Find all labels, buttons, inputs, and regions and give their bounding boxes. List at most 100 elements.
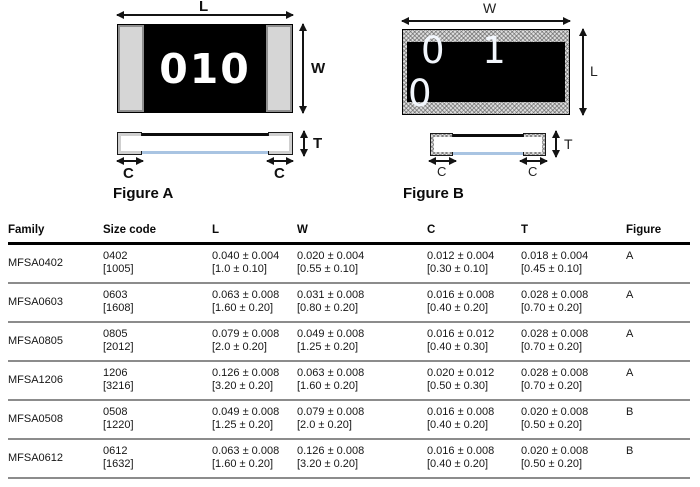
table-row: MFSA0805 0805 [2012] 0.079 ± 0.008 [2.0 ± … — [8, 322, 690, 362]
value-inch: 0.028 ± 0.008 — [521, 328, 589, 340]
chip-marking-a: 010 — [159, 44, 251, 93]
value-inch: 0.016 ± 0.008 — [427, 289, 495, 301]
t-cell: 0.028 ± 0.008 [0.70 ± 0.20] — [521, 361, 626, 401]
value-mm: [2012] — [103, 341, 134, 353]
dim-arrow-c-b-left — [429, 156, 456, 165]
figure-cell: A — [626, 283, 690, 323]
t-cell: 0.018 ± 0.004 [0.45 ± 0.10] — [521, 243, 626, 284]
c-cell: 0.016 ± 0.008 [0.40 ± 0.20] — [427, 400, 521, 440]
value-inch: 0508 — [103, 406, 128, 418]
figure-ref: A — [626, 289, 634, 301]
l-cell: 0.049 ± 0.008 [1.25 ± 0.20] — [212, 400, 297, 440]
col-header-c: C — [427, 224, 521, 245]
value-inch: 0603 — [103, 289, 128, 301]
dim-label-l-a: L — [199, 0, 209, 15]
cap-hole — [523, 137, 542, 152]
w-cell: 0.049 ± 0.008 [1.25 ± 0.20] — [297, 322, 427, 362]
chip-side-view-a — [117, 132, 293, 155]
value-inch: 0.020 ± 0.004 — [297, 250, 365, 262]
figure-ref: B — [626, 406, 634, 418]
dim-arrow-w-b — [402, 16, 570, 25]
table-row: MFSA0612 0612 [1632] 0.063 ± 0.008 [1.60 ±… — [8, 439, 690, 479]
family-cell: MFSA0805 — [8, 322, 103, 362]
value-mm: [0.40 ± 0.30] — [427, 341, 489, 353]
value-mm: [0.55 ± 0.10] — [297, 263, 359, 275]
value-inch: 1206 — [103, 367, 128, 379]
dim-arrow-t-b — [551, 131, 560, 157]
w-cell: 0.031 ± 0.008 [0.80 ± 0.20] — [297, 283, 427, 323]
chip-marking-b: 0 1 0 — [408, 29, 519, 115]
c-cell: 0.020 ± 0.012 [0.50 ± 0.30] — [427, 361, 521, 401]
side-cap-left-a — [117, 132, 142, 155]
value-mm: [1.60 ± 0.20] — [212, 302, 274, 314]
cap-hole — [121, 136, 142, 151]
value-mm: [2.0 ± 0.20] — [212, 341, 267, 353]
col-header-t: T — [521, 224, 626, 245]
figure-cell: A — [626, 243, 690, 284]
w-cell: 0.020 ± 0.004 [0.55 ± 0.10] — [297, 243, 427, 284]
value-inch: 0.079 ± 0.008 — [212, 328, 280, 340]
value-inch: 0.028 ± 0.008 — [521, 289, 589, 301]
size-code-cell: 0805 [2012] — [103, 322, 212, 362]
figure-ref: A — [626, 367, 634, 379]
side-cap-right-b — [523, 133, 546, 156]
figure-cell: A — [626, 322, 690, 362]
dim-arrow-w-a — [298, 24, 307, 113]
t-cell: 0.020 ± 0.008 [0.50 ± 0.20] — [521, 400, 626, 440]
value-mm: [0.50 ± 0.20] — [521, 419, 583, 431]
cap-hole — [434, 137, 453, 152]
value-inch: 0.063 ± 0.008 — [297, 367, 365, 379]
col-header-figure: Figure — [626, 224, 690, 245]
figure-cell: B — [626, 439, 690, 479]
dim-label-w-a: W — [311, 60, 326, 77]
value-mm: [0.40 ± 0.20] — [427, 458, 489, 470]
size-code-cell: 0612 [1632] — [103, 439, 212, 479]
value-inch: 0.020 ± 0.012 — [427, 367, 495, 379]
family-value: MFSA0508 — [8, 412, 64, 425]
figure-cell: A — [626, 361, 690, 401]
value-inch: 0.040 ± 0.004 — [212, 250, 280, 262]
dim-arrow-c-b-right — [520, 156, 547, 165]
value-inch: 0.031 ± 0.008 — [297, 289, 365, 301]
electrode-top-line-a — [139, 133, 271, 136]
dim-label-t-a: T — [313, 135, 323, 152]
t-cell: 0.028 ± 0.008 [0.70 ± 0.20] — [521, 322, 626, 362]
table-row: MFSA0508 0508 [1220] 0.049 ± 0.008 [1.25 ±… — [8, 400, 690, 440]
size-code-cell: 0603 [1608] — [103, 283, 212, 323]
value-inch: 0.012 ± 0.004 — [427, 250, 495, 262]
solder-bottom-line-b — [450, 152, 526, 155]
size-code-cell: 0508 [1220] — [103, 400, 212, 440]
value-inch: 0.079 ± 0.008 — [297, 406, 365, 418]
family-value: MFSA0612 — [8, 451, 64, 464]
value-mm: [0.30 ± 0.10] — [427, 263, 489, 275]
value-inch: 0.016 ± 0.008 — [427, 406, 495, 418]
value-mm: [0.70 ± 0.20] — [521, 341, 583, 353]
figure-b-caption: Figure B — [403, 185, 464, 202]
value-inch: 0805 — [103, 328, 128, 340]
c-cell: 0.016 ± 0.012 [0.40 ± 0.30] — [427, 322, 521, 362]
dim-label-c-a-left: C — [123, 165, 134, 182]
col-header-sizecode: Size code — [103, 224, 212, 245]
chip-terminal-right — [266, 25, 292, 112]
side-cap-right-a — [268, 132, 293, 155]
value-mm: [0.50 ± 0.30] — [427, 380, 489, 392]
value-mm: [3.20 ± 0.20] — [212, 380, 274, 392]
dim-label-w-b: W — [483, 0, 497, 16]
value-inch: 0.063 ± 0.008 — [212, 289, 280, 301]
value-mm: [1632] — [103, 458, 134, 470]
family-cell: MFSA0508 — [8, 400, 103, 440]
value-mm: [3.20 ± 0.20] — [297, 458, 359, 470]
col-header-l: L — [212, 224, 297, 245]
dim-label-c-b-left: C — [437, 164, 447, 179]
value-mm: [1220] — [103, 419, 134, 431]
value-mm: [1.60 ± 0.20] — [212, 458, 274, 470]
value-inch: 0.028 ± 0.008 — [521, 367, 589, 379]
family-cell: MFSA1206 — [8, 361, 103, 401]
value-mm: [1.25 ± 0.20] — [212, 419, 274, 431]
chip-body-b: 0 1 0 — [407, 29, 565, 115]
size-code-cell: 1206 [3216] — [103, 361, 212, 401]
value-inch: 0.016 ± 0.012 — [427, 328, 495, 340]
table-row: MFSA0603 0603 [1608] 0.063 ± 0.008 [1.60 ±… — [8, 283, 690, 323]
value-inch: 0.020 ± 0.008 — [521, 445, 589, 457]
value-inch: 0.016 ± 0.008 — [427, 445, 495, 457]
